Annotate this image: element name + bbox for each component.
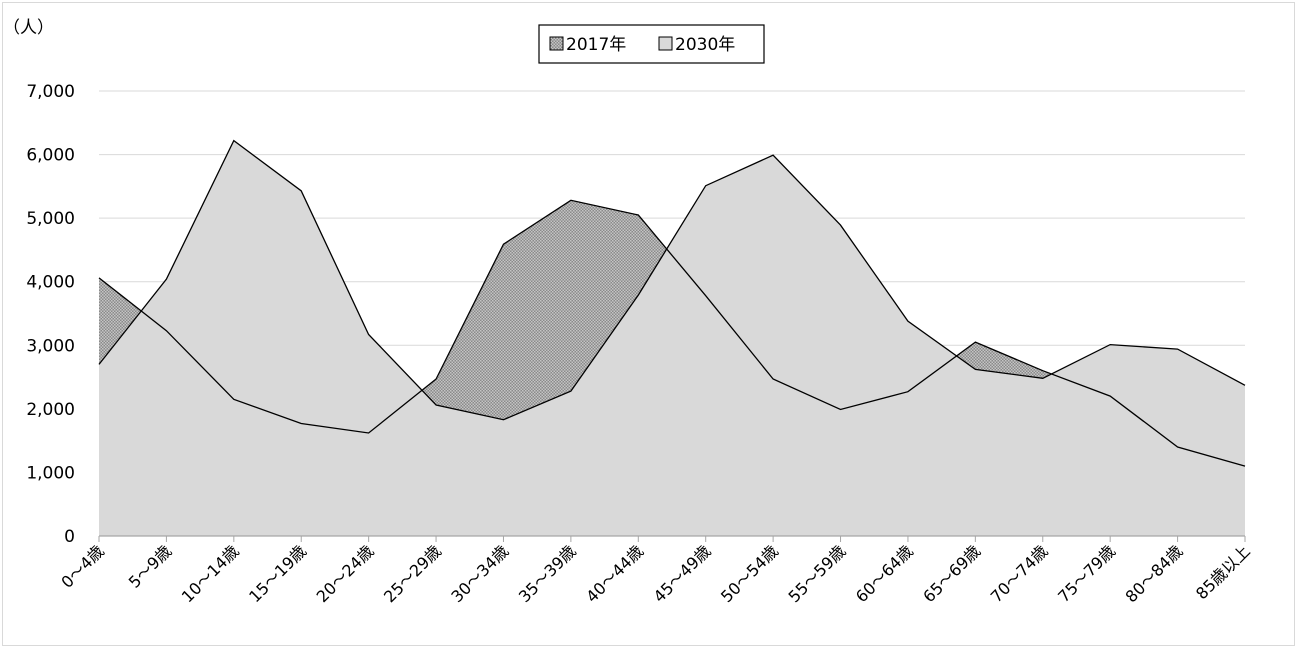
x-category-label-12: 60～64歳 [852, 541, 917, 606]
x-axis-category-labels: 0～4歳 5～9歳 10～14歳 15～19歳 20～24歳 25～29歳 30～34歳 35… [57, 541, 1253, 606]
y-tick-label-2: 2,000 [26, 400, 75, 420]
x-category-label-17: 85歳以上 [1192, 541, 1254, 603]
y-tick-label-1: 1,000 [26, 463, 75, 483]
x-category-label-7: 35～39歳 [515, 541, 580, 606]
x-category-label-13: 65～69歳 [919, 541, 984, 606]
x-category-label-1: 5～9歳 [125, 541, 175, 591]
y-tick-label-6: 6,000 [26, 146, 75, 166]
x-category-label-9: 45～49歳 [650, 541, 715, 606]
legend-label-2030: 2030年 [675, 35, 735, 55]
x-category-label-10: 50～54歳 [717, 541, 782, 606]
y-tick-label-4: 4,000 [26, 273, 75, 293]
x-category-label-11: 55～59歳 [784, 541, 849, 606]
x-category-label-15: 75～79歳 [1054, 541, 1119, 606]
outline-series-0 [98, 199, 1246, 467]
x-category-label-0: 0～4歳 [57, 541, 107, 591]
y-tick-label-3: 3,000 [26, 336, 75, 356]
y-tick-label-0: 0 [64, 527, 75, 547]
legend-box [538, 24, 765, 64]
x-category-label-3: 15～19歳 [245, 541, 310, 606]
area-series-1 [99, 140, 1245, 536]
x-category-label-2: 10～14歳 [178, 541, 243, 606]
x-category-label-5: 25～29歳 [380, 541, 445, 606]
series-areas [98, 139, 1246, 537]
y-tick-label-5: 5,000 [26, 209, 75, 229]
area-chart: （人） 2017年 2030年 0 1,000 2,000 3,000 4,000 5,0… [3, 18, 1254, 606]
x-category-label-14: 70～74歳 [987, 541, 1052, 606]
y-tick-label-7: 7,000 [26, 82, 75, 102]
outline-series-1 [98, 139, 1246, 421]
legend: 2017年 2030年 [538, 24, 765, 64]
x-category-label-16: 80～84歳 [1122, 541, 1187, 606]
legend-swatch-2017 [549, 36, 564, 51]
x-category-label-8: 40～44歳 [582, 541, 647, 606]
y-axis-unit-label: （人） [3, 18, 54, 38]
x-axis [98, 535, 1246, 542]
x-category-label-4: 20～24歳 [313, 541, 378, 606]
y-axis-ticks: 0 1,000 2,000 3,000 4,000 5,000 6,000 7,000 [26, 82, 75, 547]
x-category-label-6: 30～34歳 [447, 541, 512, 606]
legend-swatch-2030 [658, 36, 673, 51]
legend-label-2017: 2017年 [566, 35, 626, 55]
